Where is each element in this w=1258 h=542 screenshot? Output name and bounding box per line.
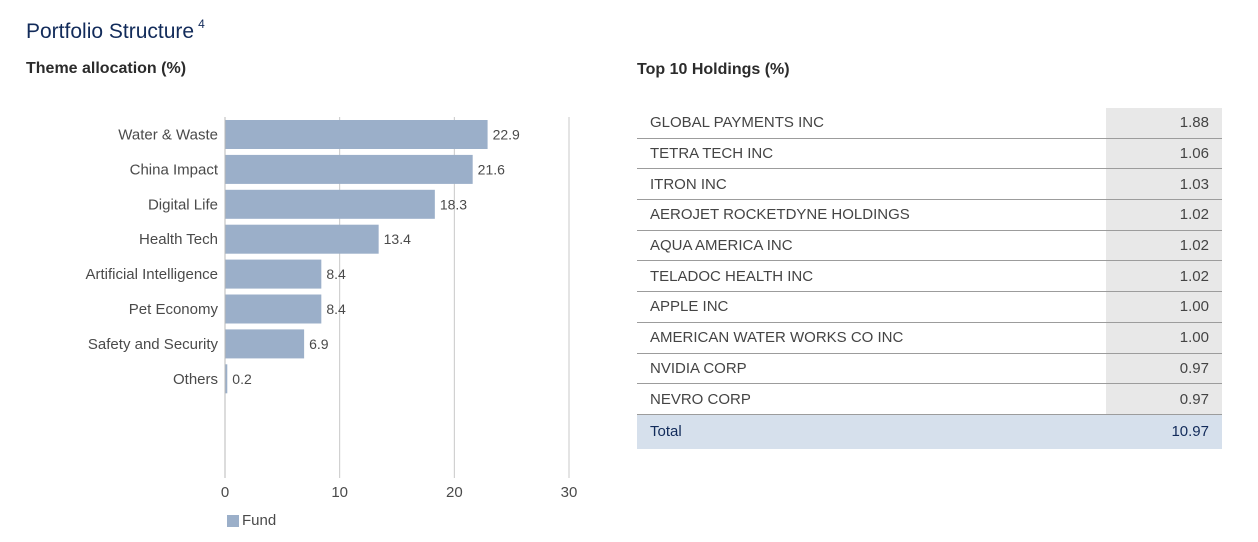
value-label: 18.3 bbox=[440, 196, 467, 212]
x-tick-label: 20 bbox=[446, 484, 463, 501]
total-value: 10.97 bbox=[1106, 414, 1222, 449]
holding-name: ITRON INC bbox=[637, 168, 1106, 201]
table-row: GLOBAL PAYMENTS INC 1.88 bbox=[637, 108, 1222, 139]
category-label: Digital Life bbox=[148, 196, 218, 213]
holding-value: 1.02 bbox=[1106, 230, 1222, 262]
table-row: AMERICAN WATER WORKS CO INC 1.00 bbox=[637, 322, 1222, 354]
holding-name: AQUA AMERICA INC bbox=[637, 230, 1106, 262]
holding-value: 1.00 bbox=[1106, 291, 1222, 323]
value-label: 8.4 bbox=[326, 266, 346, 282]
holding-name: GLOBAL PAYMENTS INC bbox=[637, 108, 1106, 139]
legend-label-fund: Fund bbox=[242, 512, 277, 529]
holding-name: NEVRO CORP bbox=[637, 383, 1106, 415]
table-row: ITRON INC 1.03 bbox=[637, 168, 1222, 201]
category-label: Health Tech bbox=[139, 231, 218, 248]
holding-name: TETRA TECH INC bbox=[637, 138, 1106, 170]
theme-allocation-chart: Water & Waste 22.9 China Impact 21.6 Digital… bbox=[85, 117, 578, 501]
table-row: NEVRO CORP 0.97 bbox=[637, 383, 1222, 415]
value-label: 6.9 bbox=[309, 336, 329, 352]
category-label: Water & Waste bbox=[118, 127, 218, 144]
value-label: 8.4 bbox=[326, 301, 346, 317]
table-row: APPLE INC 1.00 bbox=[637, 291, 1222, 323]
bar bbox=[225, 294, 322, 324]
holding-value: 0.97 bbox=[1106, 383, 1222, 415]
bar bbox=[225, 154, 473, 184]
holding-value: 1.06 bbox=[1106, 138, 1222, 170]
total-row: Total 10.97 bbox=[637, 414, 1222, 449]
chart-title: Theme allocation (%) bbox=[26, 60, 187, 77]
holdings-table: GLOBAL PAYMENTS INC 1.88 TETRA TECH INC 1.0… bbox=[637, 108, 1222, 449]
page-title: Portfolio Structure 4 bbox=[26, 17, 205, 44]
value-label: 22.9 bbox=[493, 127, 520, 143]
table-row: TELADOC HEALTH INC 1.02 bbox=[637, 260, 1222, 293]
holding-name: AEROJET ROCKETDYNE HOLDINGS bbox=[637, 199, 1106, 231]
bar bbox=[225, 329, 305, 359]
category-label: China Impact bbox=[130, 161, 219, 178]
total-label: Total bbox=[637, 414, 1106, 449]
value-label: 21.6 bbox=[478, 161, 505, 177]
bar bbox=[225, 120, 488, 149]
holding-value: 1.00 bbox=[1106, 322, 1222, 354]
category-label: Others bbox=[173, 371, 218, 388]
holding-value: 0.97 bbox=[1106, 353, 1222, 385]
holding-value: 1.88 bbox=[1106, 108, 1222, 139]
holding-value: 1.02 bbox=[1106, 199, 1222, 231]
value-label: 0.2 bbox=[232, 371, 252, 387]
table-row: AQUA AMERICA INC 1.02 bbox=[637, 230, 1222, 262]
holding-name: AMERICAN WATER WORKS CO INC bbox=[637, 322, 1106, 354]
bar bbox=[225, 224, 379, 254]
value-label: 13.4 bbox=[384, 231, 411, 247]
table-row: NVIDIA CORP 0.97 bbox=[637, 353, 1222, 385]
holding-name: TELADOC HEALTH INC bbox=[637, 260, 1106, 293]
category-label: Safety and Security bbox=[88, 336, 219, 353]
table-row: TETRA TECH INC 1.06 bbox=[637, 138, 1222, 170]
category-label: Artificial Intelligence bbox=[85, 266, 218, 283]
holding-name: APPLE INC bbox=[637, 291, 1106, 323]
x-tick-label: 0 bbox=[221, 484, 229, 501]
table-row: AEROJET ROCKETDYNE HOLDINGS 1.02 bbox=[637, 199, 1222, 231]
holding-value: 1.03 bbox=[1106, 168, 1222, 201]
category-label: Pet Economy bbox=[129, 301, 219, 318]
bar bbox=[225, 259, 322, 289]
x-tick-label: 10 bbox=[331, 484, 348, 501]
legend-swatch-fund bbox=[227, 514, 239, 527]
bar bbox=[225, 364, 228, 394]
holdings-title: Top 10 Holdings (%) bbox=[637, 61, 790, 78]
title-footnote: 4 bbox=[198, 17, 205, 31]
holding-name: NVIDIA CORP bbox=[637, 353, 1106, 385]
x-tick-label: 30 bbox=[561, 484, 578, 501]
page-title-text: Portfolio Structure bbox=[26, 20, 195, 43]
chart-legend: Fund bbox=[227, 512, 276, 529]
holding-value: 1.02 bbox=[1106, 260, 1222, 293]
bar bbox=[225, 189, 435, 219]
